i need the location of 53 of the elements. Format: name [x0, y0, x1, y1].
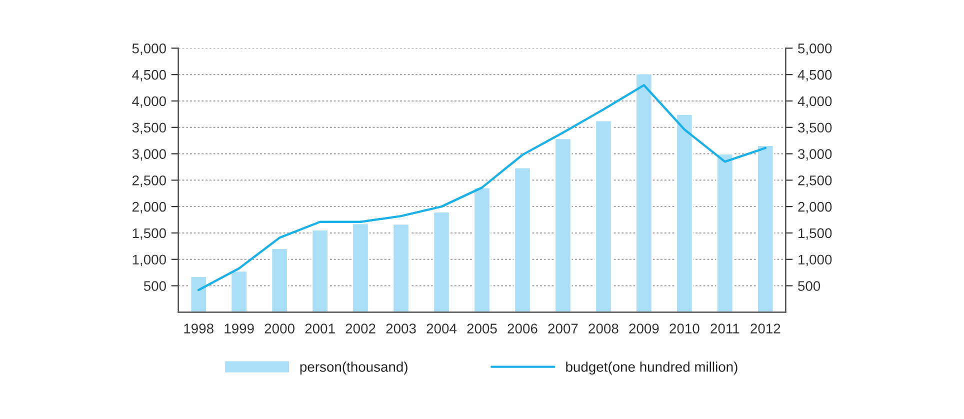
x-tick-label: 2005	[467, 324, 497, 334]
y2-tick-label: 1,500	[798, 228, 832, 240]
bar	[311, 229, 329, 312]
y-tick-label: 1,500	[132, 228, 166, 240]
x-tick-label: 2003	[386, 324, 416, 334]
x-tick-label: 1998	[184, 324, 214, 334]
legend-label: budget(one hundred million)	[566, 362, 738, 375]
bar	[392, 223, 410, 312]
bar	[473, 186, 491, 312]
y2-tick-label: 3,000	[798, 149, 832, 161]
x-tick-label: 2012	[750, 324, 780, 334]
bar	[270, 248, 288, 312]
x-tick-label: 2001	[305, 324, 335, 334]
y-tick-label: 3,500	[132, 122, 166, 134]
y2-tick-label: 4,500	[798, 70, 832, 82]
y-tick-label: 4,500	[132, 70, 166, 82]
x-tick-label: 2009	[629, 324, 659, 334]
x-tick-label: 1999	[224, 324, 254, 334]
y2-tick-label: 5,000	[798, 44, 832, 55]
y-tick-label: 3,000	[132, 149, 166, 161]
y-tick-label: 5,000	[132, 44, 166, 55]
bar	[594, 120, 612, 312]
y2-tick-label: 4,000	[798, 96, 832, 108]
y-tick-label: 500	[144, 281, 166, 291]
bar	[756, 144, 774, 312]
bar	[190, 276, 208, 312]
x-tick-label: 2002	[346, 324, 376, 334]
x-tick-label: 2004	[426, 324, 457, 334]
x-tick-label: 2010	[670, 324, 700, 334]
y2-tick-label: 2,000	[798, 202, 832, 214]
y2-tick-label: 500	[798, 281, 820, 291]
bar	[514, 166, 532, 312]
legend-label: person(thousand)	[300, 362, 408, 375]
y-tick-label: 1,000	[132, 254, 166, 266]
bar	[554, 138, 572, 312]
bar	[635, 72, 653, 312]
x-tick-label: 2006	[508, 324, 538, 334]
line-series	[197, 84, 767, 292]
y2-tick-label: 1,000	[798, 254, 832, 266]
bar	[230, 270, 248, 312]
y2-tick-label: 2,500	[798, 176, 832, 187]
x-tick-label: 2007	[548, 324, 578, 334]
bar	[352, 222, 370, 312]
bar	[676, 113, 694, 312]
y2-tick-label: 3,500	[798, 122, 832, 134]
x-tick-label: 2011	[710, 324, 740, 334]
y-tick-label: 2,500	[132, 176, 166, 187]
y-tick-label: 2,000	[132, 202, 166, 214]
bar	[432, 211, 450, 312]
x-tick-label: 2000	[264, 324, 294, 334]
bar	[716, 153, 734, 312]
y-tick-label: 4,000	[132, 96, 166, 108]
x-tick-label: 2008	[588, 324, 618, 334]
